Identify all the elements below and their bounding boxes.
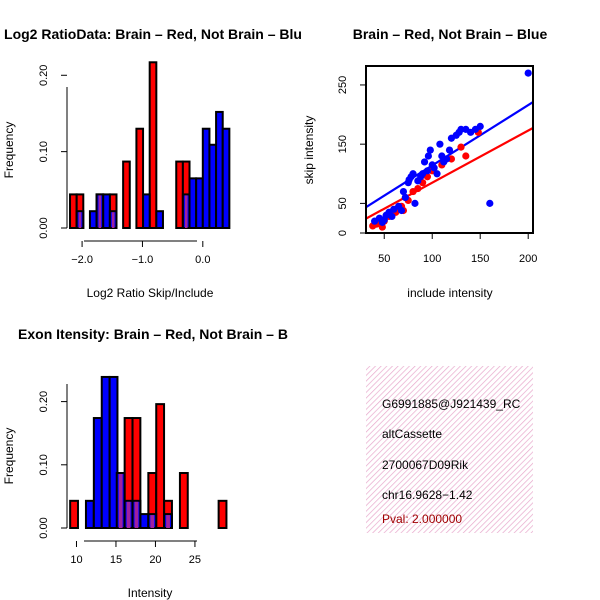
- scatter-xlabel: include intensity: [407, 286, 492, 300]
- not-brain-point: [436, 140, 444, 148]
- log2-ratio-ytick-label: 0.10: [38, 141, 50, 162]
- not-brain-point: [443, 155, 451, 163]
- exon-intensity-ytick-label: 0.20: [38, 391, 50, 412]
- exon-intensity-brain-bar: [69, 499, 79, 530]
- log2-ratio-title: Log2 RatioData: Brain – Red, Not Brain –…: [4, 26, 302, 42]
- exon-intensity-brain-bar: [155, 403, 166, 529]
- scatter-xtick-label: 200: [519, 253, 537, 265]
- scatter-xtick-label: 150: [471, 253, 489, 265]
- log2-ratio-ytick-label: 0.20: [38, 65, 50, 86]
- scatter-ytick-label: 150: [337, 135, 349, 153]
- scatter-ytick-label: 50: [337, 197, 349, 209]
- log2-ratio-ytick-label: 0.00: [38, 217, 50, 238]
- exon-intensity-brain-bar: [217, 499, 228, 530]
- log2-ratio-not-brain-bar: [155, 210, 164, 229]
- exon-intensity-xlabel: Intensity: [128, 586, 173, 600]
- brain-fit-line: [366, 126, 533, 220]
- log2-ratio-y-ticks: 0.00 0.10 0.20: [38, 65, 67, 239]
- exon-intensity-bars: [69, 375, 228, 530]
- not-brain-point: [524, 69, 532, 77]
- log2-ratio-x-ticks: −2.0 −1.0 0.0: [71, 241, 210, 266]
- exon-intensity-xtick-label: 15: [110, 554, 122, 566]
- exon-intensity-x-ticks: 10 15 20 25: [70, 541, 201, 566]
- log2-ratio-histogram-panel: Log2 RatioData: Brain – Red, Not Brain –…: [2, 26, 302, 300]
- log2-ratio-xtick-label: −1.0: [132, 254, 154, 266]
- log2-ratio-xlabel: Log2 Ratio Skip/Include: [87, 286, 214, 300]
- info-gene-name: 2700067D09Rik: [382, 458, 469, 472]
- info-pval: Pval: 2.000000: [382, 512, 462, 526]
- not-brain-fit-line: [366, 101, 533, 209]
- brain-point: [414, 184, 422, 193]
- intensity-scatter-panel: Brain – Red, Not Brain – Blue 050150250 …: [302, 26, 547, 300]
- exon-intensity-title: Exon Itensity: Brain – Red, Not Brain – …: [18, 326, 288, 342]
- log2-ratio-not-brain-bar: [221, 127, 231, 230]
- not-brain-point: [423, 167, 432, 175]
- info-location: chr16.9628−1.42: [382, 488, 473, 502]
- exon-intensity-not-brain-bar: [108, 375, 119, 529]
- not-brain-point: [411, 199, 419, 207]
- log2-ratio-brain-bar: [122, 160, 131, 229]
- scatter-xtick-label: 50: [378, 253, 390, 265]
- not-brain-point: [430, 164, 438, 172]
- info-event-type: altCassette: [382, 427, 442, 441]
- scatter-fit-lines: [366, 101, 533, 220]
- exon-intensity-overlap-bar: [118, 474, 123, 528]
- scatter-y-ticks: 0 50 150 250: [337, 76, 366, 236]
- exon-intensity-ylabel: Frequency: [2, 428, 16, 485]
- exon-intensity-xtick-label: 10: [70, 554, 82, 566]
- exon-intensity-ytick-label: 0.00: [38, 517, 50, 538]
- info-panel: G6991885@J921439_RC altCassette 2700067D…: [366, 366, 533, 533]
- not-brain-point: [409, 170, 417, 178]
- not-brain-point: [445, 146, 454, 154]
- exon-intensity-not-brain-bar: [84, 499, 95, 530]
- scatter-title: Brain – Red, Not Brain – Blue: [353, 26, 548, 42]
- exon-intensity-overlap-bar: [166, 515, 170, 528]
- log2-ratio-overlap-bar: [98, 195, 102, 228]
- log2-ratio-ylabel: Frequency: [2, 122, 16, 179]
- scatter-ytick-label: 0: [337, 230, 349, 236]
- exon-intensity-brain-bar: [178, 472, 189, 529]
- scatter-ylabel: skip intensity: [302, 116, 316, 185]
- log2-ratio-overlap-bar: [78, 212, 82, 228]
- not-brain-point: [486, 199, 494, 207]
- scatter-points: [369, 69, 532, 231]
- scatter-x-ticks: 50 100 150 200: [378, 233, 537, 265]
- exon-intensity-xtick-label: 25: [189, 554, 201, 566]
- scatter-xtick-label: 100: [423, 253, 441, 265]
- info-background: [366, 366, 533, 533]
- not-brain-point: [401, 193, 409, 202]
- log2-ratio-brain-bar: [135, 127, 145, 230]
- not-brain-point: [420, 158, 429, 166]
- exon-intensity-not-brain-bar: [92, 417, 103, 530]
- exon-intensity-y-ticks: 0.00 0.10 0.20: [38, 391, 67, 539]
- exon-intensity-overlap-bar: [134, 501, 139, 528]
- exon-intensity-not-brain-bar: [139, 513, 150, 530]
- not-brain-point: [399, 187, 408, 196]
- scatter-plot-box: [365, 65, 534, 234]
- log2-ratio-not-brain-bar: [142, 193, 151, 229]
- exon-intensity-xtick-label: 20: [149, 554, 161, 566]
- brain-point: [462, 152, 470, 160]
- log2-ratio-xtick-label: −2.0: [71, 254, 93, 266]
- log2-ratio-xtick-label: 0.0: [195, 254, 210, 266]
- exon-intensity-ytick-label: 0.10: [38, 454, 50, 475]
- info-probe-id: G6991885@J921439_RC: [382, 397, 521, 411]
- exon-intensity-overlap-bar: [150, 515, 155, 528]
- not-brain-point: [388, 212, 396, 221]
- log2-ratio-overlap-bar: [184, 195, 188, 228]
- exon-intensity-overlap-bar: [126, 501, 131, 528]
- exon-intensity-histogram-panel: Exon Itensity: Brain – Red, Not Brain – …: [2, 326, 288, 600]
- not-brain-point: [426, 146, 434, 154]
- exon-intensity-not-brain-bar: [100, 375, 111, 529]
- not-brain-point: [476, 122, 484, 131]
- brain-point: [457, 143, 465, 151]
- not-brain-point: [397, 206, 406, 215]
- log2-ratio-bars: [69, 61, 231, 230]
- not-brain-point: [433, 170, 441, 178]
- log2-ratio-overlap-bar: [111, 212, 115, 228]
- not-brain-point: [424, 152, 432, 160]
- log2-ratio-brain-bar: [148, 61, 158, 229]
- scatter-ytick-label: 250: [337, 76, 349, 94]
